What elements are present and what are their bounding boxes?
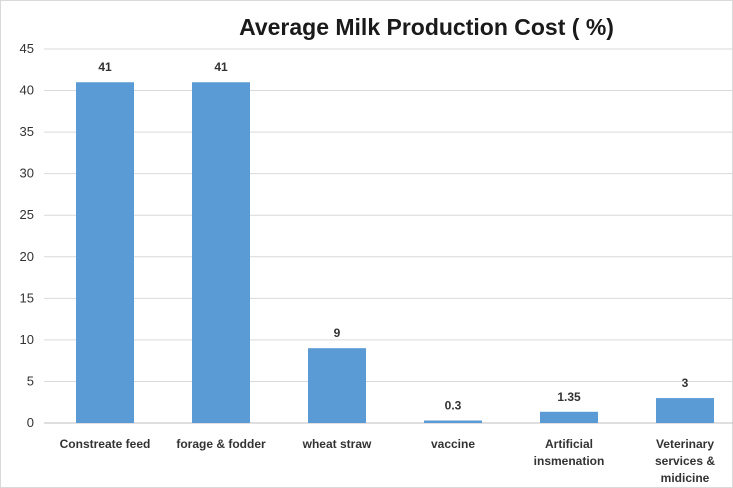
x-tick-label: forage & fodder <box>176 437 266 451</box>
data-label: 3 <box>682 376 689 390</box>
data-label: 0.3 <box>445 399 462 413</box>
data-label: 9 <box>334 326 341 340</box>
data-label: 41 <box>214 60 228 74</box>
y-tick-label: 20 <box>20 249 34 264</box>
x-tick-label: insmenation <box>534 454 605 468</box>
y-tick-label: 40 <box>20 83 34 98</box>
x-tick-label: services & <box>655 454 715 468</box>
y-tick-label: 15 <box>20 290 34 305</box>
bar <box>656 398 714 423</box>
x-tick-label: Veterinary <box>656 437 714 451</box>
y-tick-label: 10 <box>20 332 34 347</box>
y-tick-label: 25 <box>20 207 34 222</box>
bar <box>424 420 482 423</box>
x-tick-label: wheat straw <box>302 437 372 451</box>
x-tick-label: Constreate feed <box>60 437 151 451</box>
y-tick-label: 45 <box>20 41 34 56</box>
y-tick-label: 5 <box>27 373 34 388</box>
x-tick-label: midicine <box>661 471 710 485</box>
data-label: 41 <box>98 60 112 74</box>
bar <box>540 411 598 423</box>
y-tick-label: 30 <box>20 166 34 181</box>
x-tick-label: Artificial <box>545 437 593 451</box>
x-tick-label: vaccine <box>431 437 475 451</box>
bar <box>192 82 250 423</box>
chart-title: Average Milk Production Cost ( %) <box>239 14 614 40</box>
y-tick-label: 0 <box>27 415 34 430</box>
data-label: 1.35 <box>557 390 581 404</box>
bar <box>76 82 134 423</box>
bar <box>308 348 366 423</box>
y-tick-label: 35 <box>20 124 34 139</box>
